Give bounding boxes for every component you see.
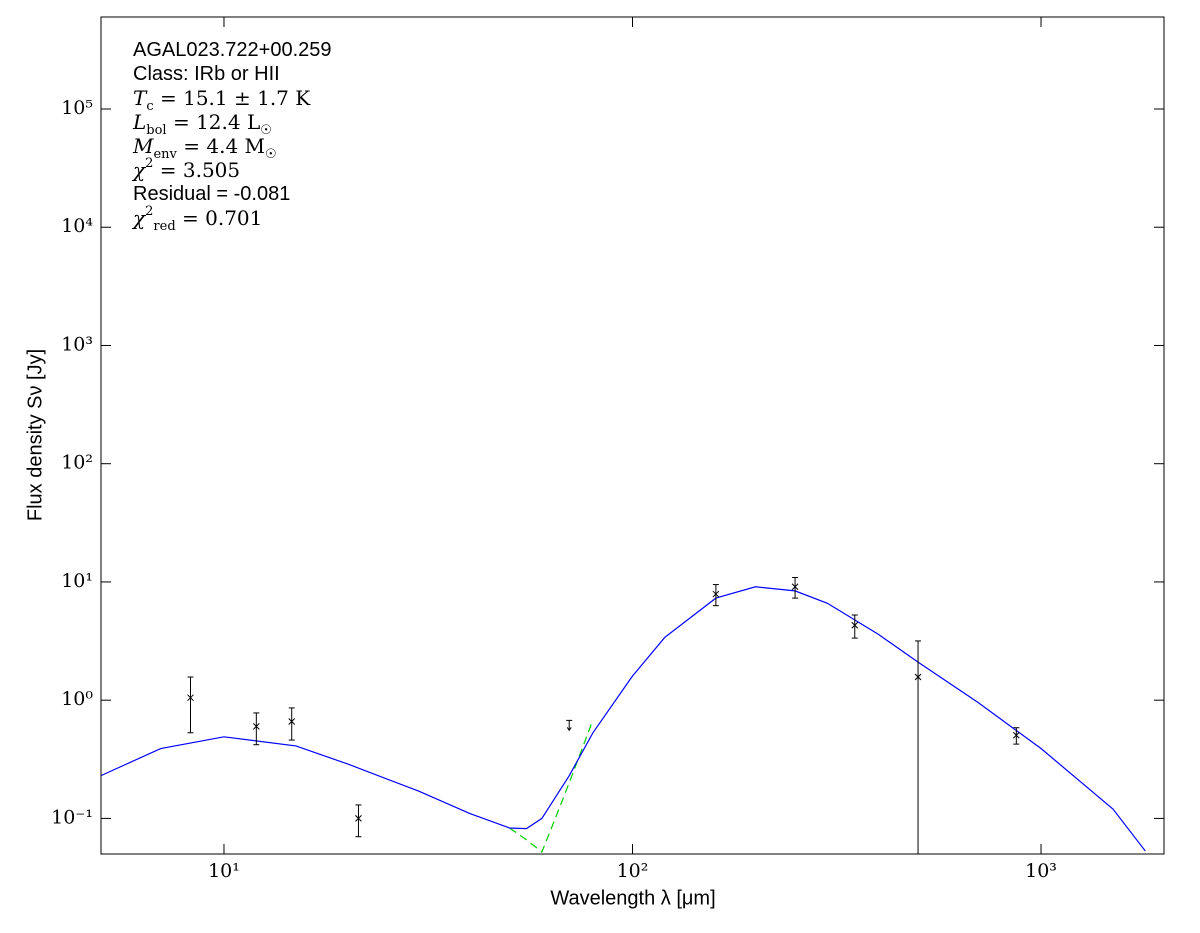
- annotation: Tc = 15.1 ± 1.7 K: [133, 86, 311, 115]
- annotation-part: env: [153, 147, 177, 162]
- annotation-part: 2: [145, 156, 153, 171]
- annotation-part: Class: IRb or HII: [133, 63, 280, 85]
- x-axis-label: Wavelength λ [μm]: [550, 887, 715, 909]
- data-point: [288, 718, 296, 725]
- plot-frame: [100, 16, 1165, 855]
- y-axis-label: Flux density Sν [Jy]: [24, 349, 46, 521]
- x-tick-label: 10²: [617, 860, 649, 882]
- annotation: Lbol = 12.4 L☉: [132, 110, 272, 139]
- annotation-part: χ: [131, 206, 147, 230]
- annotation-part: bol: [146, 123, 166, 138]
- annotation-part: ☉: [260, 123, 272, 138]
- x-tick-label: 10³: [1025, 860, 1057, 882]
- annotation-part: AGAL023.722+00.259: [133, 39, 332, 61]
- annotation-part: = 12.4 L: [167, 110, 261, 134]
- annotation-part: T: [133, 86, 148, 110]
- annotation-part: = 3.505: [153, 158, 240, 182]
- y-tick-label: 10⁵: [61, 97, 93, 119]
- model-line: [509, 719, 594, 853]
- annotation-part: L: [132, 110, 146, 134]
- y-tick-label: 10²: [61, 452, 93, 474]
- model-line: [101, 586, 1146, 852]
- y-tick-label: 10⁴: [61, 215, 93, 237]
- data-point: [914, 673, 922, 681]
- annotation: AGAL023.722+00.259: [133, 39, 332, 61]
- data-point: [851, 621, 859, 629]
- data-point: [791, 583, 799, 591]
- annotation-part: c: [146, 99, 153, 114]
- annotation-part: Residual = -0.081: [133, 183, 290, 205]
- annotation-part: 2: [145, 204, 153, 219]
- upper-limit: [566, 719, 573, 732]
- y-tick-label: 10⁻¹: [51, 806, 93, 828]
- annotation-part: = 4.4 M: [177, 134, 265, 158]
- annotation: χ2red = 0.701: [131, 204, 262, 234]
- annotation-part: M: [132, 134, 154, 158]
- y-tick-label: 10¹: [61, 570, 93, 592]
- annotation: Menv = 4.4 M☉: [132, 134, 277, 163]
- data-point: [187, 694, 194, 702]
- x-tick-label: 10¹: [208, 860, 240, 882]
- annotation: Residual = -0.081: [133, 183, 290, 205]
- annotation-part: χ: [131, 158, 147, 182]
- annotation: Class: IRb or HII: [133, 63, 280, 85]
- y-tick-label: 10⁰: [61, 688, 93, 710]
- data-point: [252, 723, 260, 730]
- y-tick-label: 10³: [61, 333, 93, 355]
- data-point: [712, 590, 720, 598]
- data-point: [355, 815, 362, 822]
- annotation-part: ☉: [265, 147, 277, 162]
- annotation-part: red: [153, 219, 175, 234]
- annotation-part: = 0.701: [176, 206, 263, 230]
- data-point: [1012, 731, 1020, 739]
- annotation-part: = 15.1 ± 1.7 K: [154, 86, 312, 110]
- annotation: χ2 = 3.505: [131, 156, 240, 182]
